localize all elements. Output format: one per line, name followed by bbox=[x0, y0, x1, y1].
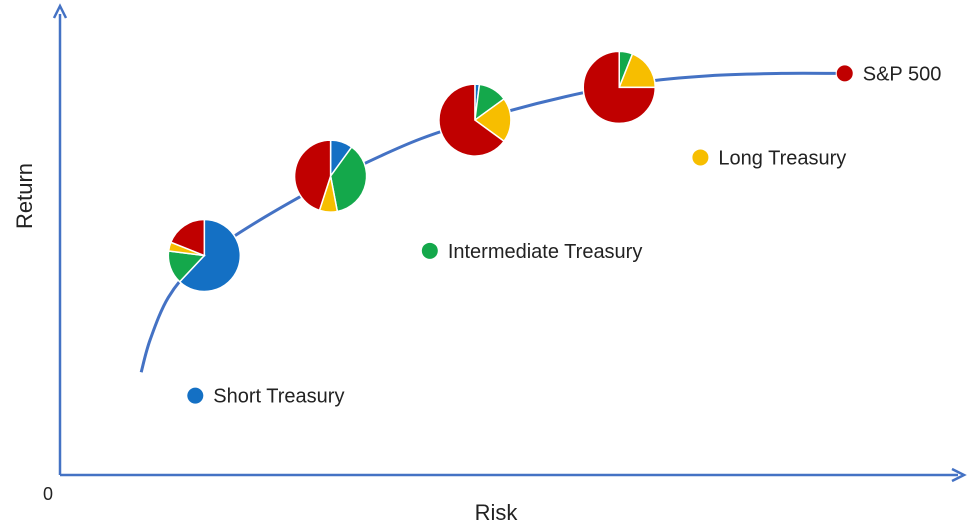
y-axis-arrow bbox=[52, 3, 68, 19]
label-intermediate-treasury: Intermediate Treasury bbox=[448, 241, 643, 263]
pie-slice-s-p-500 bbox=[438, 83, 506, 157]
pie-slice-s-p-500 bbox=[169, 218, 206, 257]
pie-slice-s-p-500 bbox=[582, 50, 656, 125]
x-axis-label: Risk bbox=[475, 500, 519, 525]
origin-label: 0 bbox=[43, 484, 53, 504]
pie-slice-intermediate-treasury bbox=[329, 145, 368, 213]
efficient-frontier-curve bbox=[139, 71, 836, 373]
axes bbox=[52, 3, 967, 483]
point-s-p-500 bbox=[836, 65, 853, 82]
pie-slice-long-treasury bbox=[473, 97, 512, 143]
label-s-p-500: S&P 500 bbox=[863, 63, 942, 85]
portfolio-pie-4 bbox=[582, 50, 656, 125]
portfolio-pie-3 bbox=[438, 83, 512, 157]
point-short-treasury bbox=[187, 387, 204, 404]
label-long-treasury: Long Treasury bbox=[718, 147, 846, 169]
pie-slice-short-treasury bbox=[178, 218, 242, 293]
point-long-treasury bbox=[692, 149, 709, 166]
portfolio-pie-2 bbox=[293, 139, 368, 213]
x-axis-arrow bbox=[951, 467, 967, 483]
pie-slice-long-treasury bbox=[618, 52, 656, 89]
label-short-treasury: Short Treasury bbox=[213, 386, 344, 408]
y-axis-label: Return bbox=[12, 163, 37, 229]
asset-points: Short Treasury Intermediate Treasury Long … bbox=[187, 63, 942, 408]
portfolio-pie-1 bbox=[167, 218, 242, 293]
portfolio-pies bbox=[167, 50, 656, 293]
pie-slice-s-p-500 bbox=[293, 139, 332, 212]
point-intermediate-treasury bbox=[421, 242, 438, 259]
